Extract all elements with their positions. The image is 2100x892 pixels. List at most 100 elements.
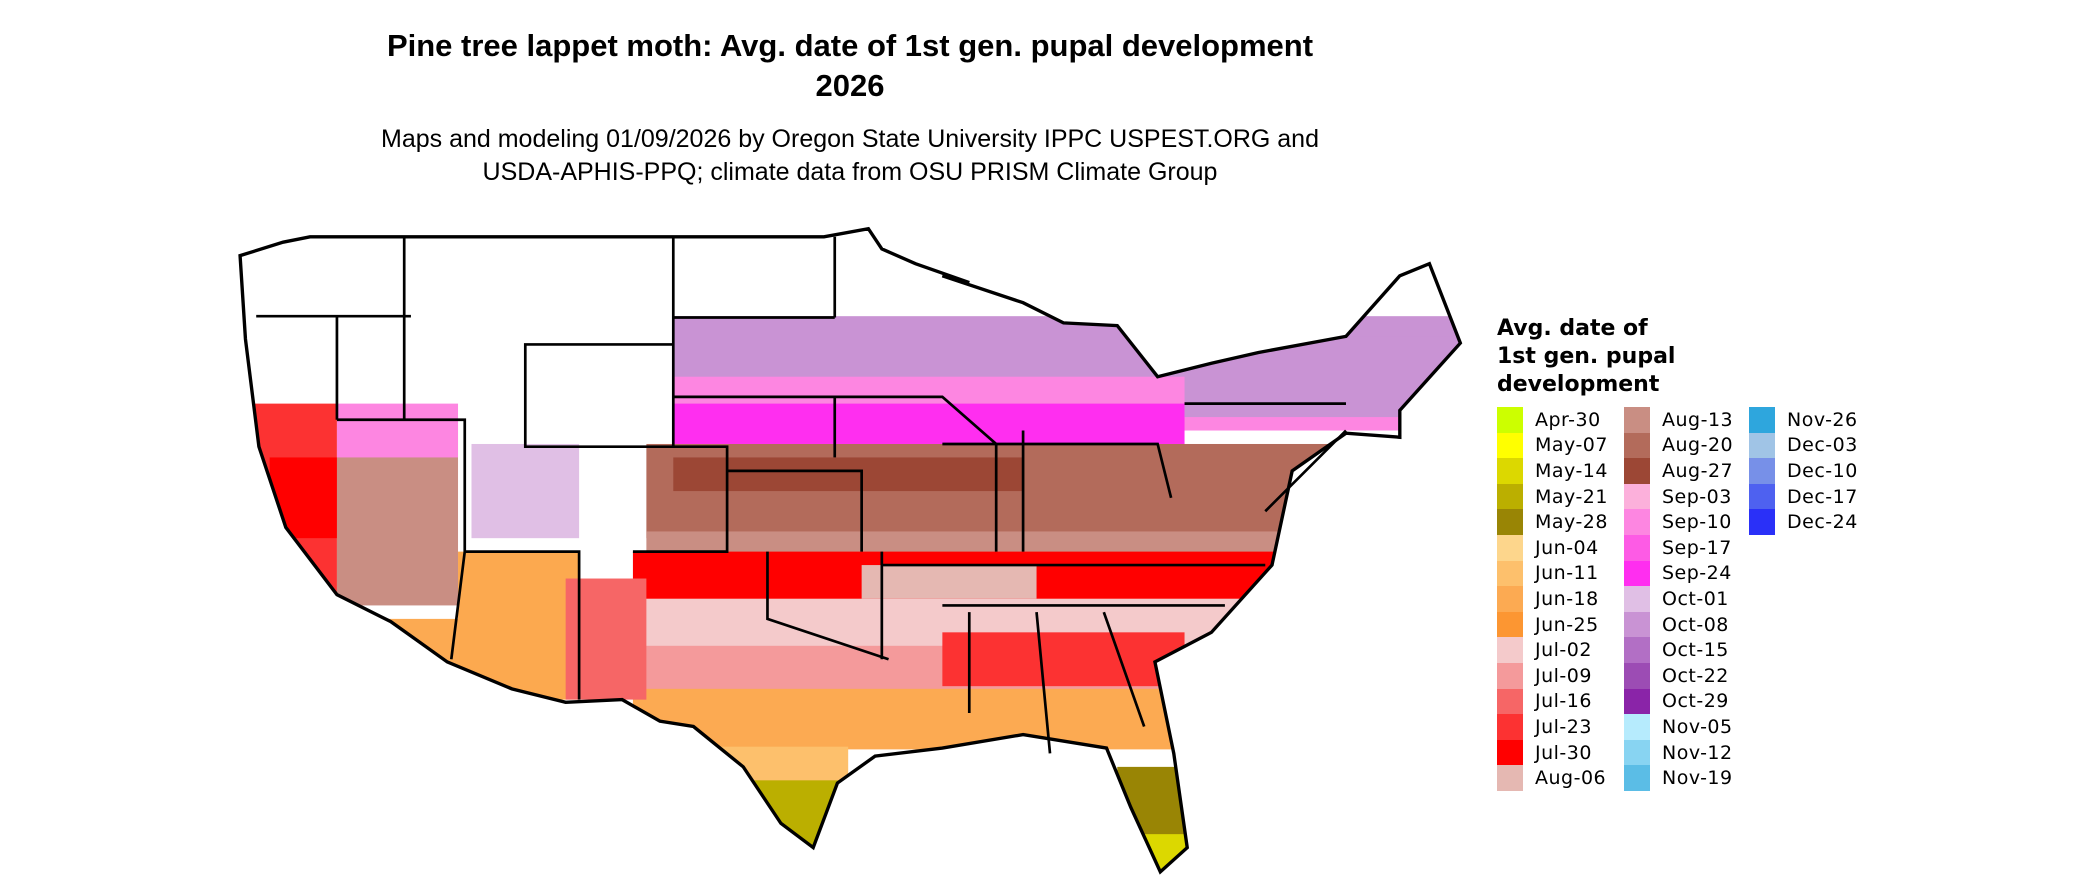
legend-item: Jul-23 [1497,714,1608,740]
legend-label: May-21 [1535,485,1608,508]
legend-swatch [1624,611,1650,638]
legend-swatch [1497,432,1523,459]
legend-swatch [1497,586,1523,612]
legend-swatch [1749,407,1775,433]
legend-label: Oct-08 [1662,613,1729,636]
legend-swatch [1497,534,1523,561]
legend-label: Oct-15 [1662,639,1729,662]
legend-swatch [1497,688,1523,715]
legend-item: Oct-01 [1624,586,1733,612]
legend-item: Jun-25 [1497,611,1608,638]
legend-label: Dec-17 [1787,485,1858,508]
legend-label: Dec-10 [1787,459,1858,482]
legend-swatch [1624,662,1650,689]
legend-label: Sep-17 [1662,536,1732,559]
legend-swatch [1624,432,1650,459]
legend-item: May-21 [1497,483,1608,510]
legend-item: Dec-10 [1749,458,1858,484]
legend-item: Nov-05 [1624,714,1733,740]
legend-item: May-07 [1497,432,1608,459]
legend-item: Jul-30 [1497,739,1608,766]
legend-item: Apr-30 [1497,407,1608,433]
legend-label: Nov-05 [1662,715,1733,738]
legend-swatch [1624,714,1650,740]
legend-label: Jun-25 [1535,613,1599,636]
legend-swatch [1749,458,1775,484]
legend-swatch [1497,714,1523,740]
legend-swatch [1497,509,1523,535]
legend-swatch [1497,662,1523,689]
legend-swatch [1749,432,1775,459]
legend-swatch [1624,739,1650,766]
legend-item: Sep-10 [1624,509,1733,535]
legend-item: May-28 [1497,509,1608,535]
legend-label: Aug-27 [1662,459,1734,482]
legend-label: Oct-01 [1662,587,1729,610]
legend-column: Nov-26 Dec-03 Dec-10 Dec-17 Dec-24 [1749,407,1858,535]
legend-swatch [1497,407,1523,433]
legend-label: Jun-04 [1535,536,1599,559]
legend-swatch [1624,765,1650,791]
legend-swatch [1624,407,1650,433]
legend-swatch [1497,739,1523,766]
legend-item: May-14 [1497,458,1608,484]
subtitle-line-1: Maps and modeling 01/09/2026 by Oregon S… [381,125,1319,153]
map-title: Pine tree lappet moth: Avg. date of 1st … [386,28,1314,63]
legend-swatch [1497,765,1523,791]
legend-swatch [1497,611,1523,638]
state-boundaries [256,236,1347,754]
legend-item: Oct-29 [1624,688,1733,715]
legend-label: Nov-19 [1662,767,1733,790]
legend-label: May-14 [1535,459,1608,482]
legend-item: Sep-03 [1624,483,1733,510]
legend-item: Jul-02 [1497,637,1608,663]
legend-label: Jul-23 [1535,715,1592,738]
legend-swatch [1497,560,1523,587]
legend-label: Oct-22 [1662,664,1729,687]
legend-title-line: development [1497,372,1660,397]
legend-column: Apr-30 May-07 May-14 May-21 May-28 Jun-04 Jun-… [1497,407,1608,791]
legend-item: Aug-20 [1624,432,1734,459]
legend-swatch [1624,509,1650,535]
subtitle-line-2: USDA-APHIS-PPQ; climate data from OSU PR… [482,158,1218,186]
legend-label: Jul-16 [1535,690,1592,713]
legend-item: Oct-15 [1624,637,1733,663]
legend-swatch [1749,509,1775,535]
legend-label: Jun-11 [1535,562,1599,585]
legend-swatch [1624,534,1650,561]
legend-item: Nov-26 [1749,407,1858,433]
legend-item: Oct-22 [1624,662,1733,689]
legend-item: Dec-17 [1749,483,1858,510]
legend-item: Jun-18 [1497,586,1608,612]
legend-swatch [1624,688,1650,715]
legend-label: Sep-24 [1662,562,1732,585]
legend-item: Dec-24 [1749,509,1858,535]
legend-item: Oct-08 [1624,611,1733,638]
legend-label: Jul-09 [1535,664,1592,687]
legend-title-line: 1st gen. pupal [1497,344,1676,369]
legend-item: Jun-04 [1497,534,1608,561]
legend-swatch [1497,458,1523,484]
legend-item: Dec-03 [1749,432,1858,459]
legend-item: Nov-12 [1624,739,1733,766]
legend-label: Jul-02 [1535,639,1592,662]
legend-item: Jun-11 [1497,560,1608,587]
legend-label: Nov-12 [1662,741,1733,764]
legend-item: Sep-17 [1624,534,1733,561]
legend-label: Aug-20 [1662,434,1734,457]
legend-label: Oct-29 [1662,690,1729,713]
legend-item: Jul-16 [1497,688,1608,715]
map-year: 2026 [815,68,885,103]
legend-item: Sep-24 [1624,560,1733,587]
legend-title: Avg. date of 1st gen. pupal development [1497,315,1675,399]
legend-label: Nov-26 [1787,408,1858,431]
legend-swatch [1624,458,1650,484]
legend-item: Jul-09 [1497,662,1608,689]
legend-item: Aug-06 [1497,765,1608,791]
legend-column: Aug-13 Aug-20 Aug-27 Sep-03 Sep-10 Sep-17 Sep-… [1624,407,1733,791]
legend-item: Aug-27 [1624,458,1733,484]
legend-swatch [1497,637,1523,663]
legend-label: Aug-06 [1535,767,1607,790]
legend-label: Aug-13 [1662,408,1734,431]
